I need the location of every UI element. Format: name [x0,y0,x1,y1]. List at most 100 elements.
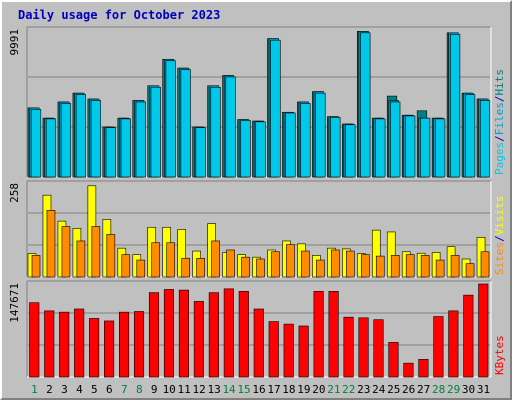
bar-pages-day-21 [330,117,341,178]
bar-pages-day-27 [420,117,431,178]
bar-sites-day-28 [435,259,445,278]
bar-sites-day-20 [316,259,325,278]
bar-sites-day-29 [450,255,460,278]
bar-kbytes-day-17 [268,321,279,378]
bar-sites-day-19 [301,250,310,278]
bar-pages-day-26 [405,115,416,178]
x-tick-label-day-10: 10 [163,383,176,396]
bar-kbytes-day-20 [313,291,324,378]
bar-pages-day-5 [90,100,101,178]
bar-sites-day-18 [286,244,295,278]
x-tick-label-day-12: 12 [193,383,206,396]
x-tick-label-day-1: 1 [31,383,38,396]
x-tick-label-day-28: 28 [432,383,445,396]
bar-sites-day-9 [151,242,161,278]
x-tick-label-day-4: 4 [76,383,83,396]
bar-pages-day-3 [60,103,72,178]
chart-title: Daily usage for October 2023 [18,8,220,22]
bar-sites-day-23 [360,254,370,278]
x-tick-label-day-26: 26 [402,383,415,396]
legend-word: Files [493,102,506,135]
x-tick-label-day-16: 16 [252,383,265,396]
bar-sites-day-14 [226,249,235,278]
bar-kbytes-day-26 [403,362,414,378]
bar-pages-day-7 [120,118,131,178]
bar-kbytes-day-7 [119,311,130,378]
x-tick-label-day-13: 13 [207,383,220,396]
bar-pages-day-23 [360,32,371,178]
bar-kbytes-day-8 [133,311,145,378]
bar-sites-day-13 [211,240,220,278]
bar-pages-day-9 [150,86,161,178]
bar-kbytes-day-31 [478,283,489,378]
x-tick-label-day-5: 5 [91,383,98,396]
bar-sites-day-11 [181,257,190,278]
x-tick-label-day-19: 19 [297,383,310,396]
bar-pages-day-30 [464,94,476,178]
bar-sites-day-16 [256,258,265,278]
bar-kbytes-day-6 [104,320,115,378]
legend-word: KBytes [493,335,506,375]
bar-pages-day-17 [270,39,281,178]
bar-sites-day-17 [271,251,280,278]
bar-sites-day-5 [91,226,101,278]
bar-pages-day-18 [285,112,296,178]
legend-word: Hits [493,69,506,96]
bar-pages-day-14 [225,76,236,178]
bar-kbytes-day-2 [44,310,55,378]
bar-kbytes-day-24 [373,319,384,378]
bar-sites-day-6 [106,234,116,278]
bar-sites-day-21 [331,249,340,278]
bar-kbytes-day-16 [253,308,264,378]
bar-pages-day-2 [45,118,57,178]
bar-kbytes-day-9 [148,292,160,378]
bar-pages-day-25 [390,101,401,178]
bar-sites-day-26 [405,254,415,278]
bar-sites-day-27 [420,255,430,278]
bar-kbytes-day-15 [238,291,249,378]
y-max-label-kbytes: 147671 [8,283,21,323]
bar-sites-day-12 [196,257,205,278]
bar-kbytes-day-4 [74,308,85,378]
x-tick-label-day-3: 3 [61,383,68,396]
x-tick-label-day-2: 2 [46,383,53,396]
bar-pages-day-13 [210,86,221,178]
x-tick-label-day-31: 31 [477,383,490,396]
bar-pages-day-16 [255,121,266,178]
bar-kbytes-day-19 [298,325,309,378]
bar-pages-day-12 [195,127,206,178]
bar-kbytes-day-28 [433,316,444,378]
x-tick-label-day-20: 20 [312,383,325,396]
x-tick-label-day-21: 21 [327,383,340,396]
bar-sites-day-25 [390,255,400,278]
x-tick-label-day-14: 14 [222,383,236,396]
x-tick-label-day-18: 18 [282,383,295,396]
bar-kbytes-day-21 [328,291,339,378]
bar-sites-day-2 [46,210,56,278]
bar-pages-day-28 [435,118,446,178]
bar-pages-day-20 [315,92,326,178]
legend-kbytes: KBytes [493,335,506,375]
bar-kbytes-day-10 [163,289,175,378]
bar-pages-day-31 [479,100,491,178]
bar-kbytes-day-29 [448,310,459,378]
bar-pages-day-22 [345,124,356,178]
bar-sites-day-31 [480,251,490,278]
x-tick-label-day-11: 11 [178,383,191,396]
bar-sites-day-24 [375,255,385,278]
bar-kbytes-day-18 [283,323,294,378]
bar-kbytes-day-1 [29,302,40,378]
legend-hits-files-pages: Pages/Files/Hits [493,69,506,175]
bar-kbytes-day-5 [89,318,100,378]
bar-pages-day-6 [105,127,116,178]
bar-pages-day-10 [165,60,176,178]
x-tick-label-day-25: 25 [387,383,400,396]
bar-sites-day-10 [166,242,176,278]
bar-sites-day-3 [61,226,71,278]
bar-kbytes-day-25 [388,342,399,378]
bar-pages-day-4 [75,94,87,178]
bar-kbytes-day-12 [193,301,204,378]
bar-pages-day-19 [300,103,311,178]
legend-word: Sites [493,242,506,275]
